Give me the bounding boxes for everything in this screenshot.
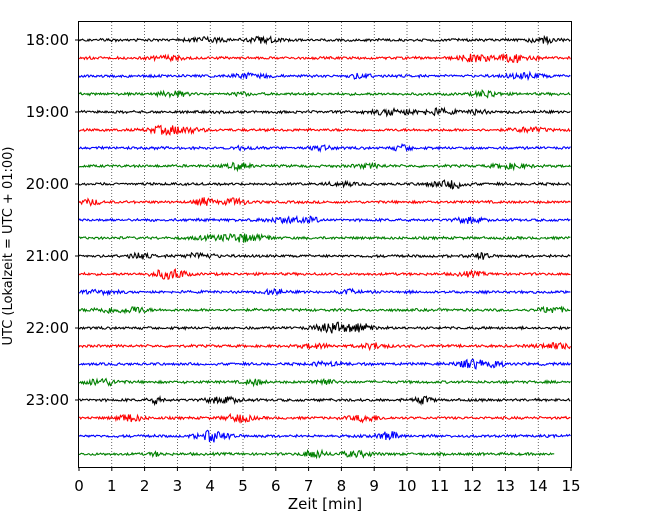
- x-tick-label: 4: [205, 477, 215, 495]
- y-tick-label: 18:00: [26, 31, 69, 49]
- trace-1815: [78, 52, 571, 64]
- y-tick-label: 21:00: [26, 247, 69, 265]
- trace-2045: [78, 232, 571, 243]
- trace-2000: [78, 179, 571, 190]
- trace-2245: [78, 377, 571, 388]
- trace-1930: [78, 143, 571, 153]
- vertical-gridlines: [111, 22, 539, 467]
- trace-1845: [78, 88, 571, 99]
- x-axis-label: Zeit [min]: [288, 495, 362, 513]
- x-tick-label: 8: [337, 477, 347, 495]
- x-tick-label: 15: [561, 477, 580, 495]
- trace-2215: [78, 341, 571, 352]
- x-axis-ticks: 0 1 2 3 4 5 6 7 8 9 10 11 12 13 14 15: [74, 467, 581, 495]
- plot-frame: [78, 21, 572, 468]
- x-tick-label: 10: [397, 477, 416, 495]
- trace-2030: [78, 214, 571, 225]
- trace-2115: [78, 268, 571, 281]
- x-tick-label: 13: [496, 477, 515, 495]
- trace-1900: [78, 106, 571, 118]
- trace-1945: [78, 161, 571, 173]
- x-tick-label: 14: [529, 477, 548, 495]
- trace-2145: [78, 305, 571, 315]
- trace-2300: [78, 394, 571, 407]
- y-axis-ticks: 18:00 19:00 20:00 21:00 22:00 23:00: [26, 31, 79, 409]
- trace-1915: [78, 124, 571, 137]
- trace-2100: [78, 251, 571, 261]
- y-tick-label: 23:00: [26, 391, 69, 409]
- trace-2330: [78, 429, 571, 443]
- x-tick-label: 7: [304, 477, 314, 495]
- x-tick-label: 3: [173, 477, 183, 495]
- x-tick-label: 1: [107, 477, 117, 495]
- x-tick-label: 12: [463, 477, 482, 495]
- x-tick-label: 2: [140, 477, 150, 495]
- y-tick-label: 19:00: [26, 103, 69, 121]
- trace-1830: [78, 70, 571, 82]
- x-tick-label: 5: [238, 477, 248, 495]
- trace-2015: [78, 196, 571, 207]
- trace-2315: [78, 412, 571, 424]
- y-tick-label: 20:00: [26, 175, 69, 193]
- trace-2200: [78, 321, 571, 334]
- x-tick-label: 11: [430, 477, 449, 495]
- trace-2345: [78, 448, 555, 460]
- x-tick-label: 6: [271, 477, 281, 495]
- y-tick-label: 22:00: [26, 319, 69, 337]
- x-tick-label: 0: [74, 477, 84, 495]
- x-tick-label: 9: [369, 477, 379, 495]
- trace-1800: [78, 34, 571, 46]
- trace-2130: [78, 287, 571, 297]
- y-axis-label: UTC (Lokalzeit = UTC + 01:00): [1, 147, 16, 346]
- seismic-traces: [78, 34, 571, 460]
- trace-2230: [78, 358, 571, 370]
